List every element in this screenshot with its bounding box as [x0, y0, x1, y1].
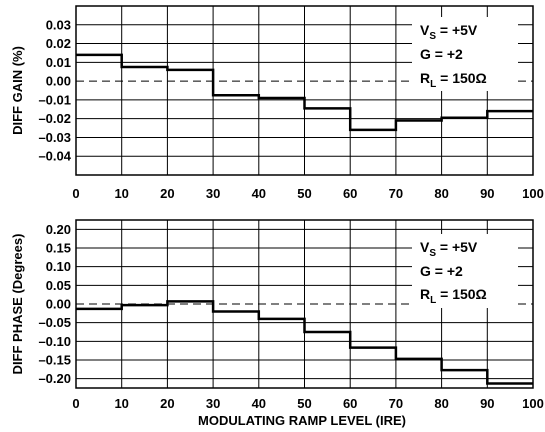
x-tick-label: 50: [297, 186, 311, 201]
step-series-line: [76, 300, 533, 385]
diff-phase-panel: VS = +5V G = +2 RL = 150Ω 0 10 20 30 40 50 60 70 80…: [10, 219, 544, 411]
annotation-label: VS = +5V: [420, 22, 478, 42]
x-tick-label: 40: [252, 396, 266, 411]
x-tick-label: 20: [160, 186, 174, 201]
x-tick-label: 0: [72, 186, 79, 201]
annotation-box: [412, 234, 518, 308]
x-tick-label: 80: [434, 396, 448, 411]
step-series-line: [76, 53, 533, 132]
y-tick-label: –0.03: [38, 130, 71, 145]
y-tick-label: 0.00: [46, 297, 71, 312]
y-axis-title: DIFF GAIN (%): [10, 46, 25, 135]
x-tick-label: 90: [480, 186, 494, 201]
y-tick-label: 0.10: [46, 259, 71, 274]
y-tick-label: 0.05: [46, 278, 71, 293]
y-tick-label: –0.04: [38, 149, 71, 164]
y-tick-label: 0.20: [46, 222, 71, 237]
y-tick-label: 0.02: [46, 36, 71, 51]
x-tick-label: 90: [480, 396, 494, 411]
annotation-label: G = +2: [420, 46, 463, 62]
x-tick-label: 50: [297, 396, 311, 411]
y-tick-label: –0.02: [38, 111, 71, 126]
x-tick-label: 20: [160, 396, 174, 411]
x-tick-label: 100: [522, 186, 544, 201]
y-axis-title: DIFF PHASE (Degrees): [10, 234, 25, 375]
y-tick-label: 0.03: [46, 17, 71, 32]
y-tick-label: –0.10: [38, 334, 71, 349]
x-tick-label: 60: [343, 186, 357, 201]
x-tick-label: 80: [434, 186, 448, 201]
plot-frame: [75, 219, 534, 389]
y-tick-label: –0.20: [38, 371, 71, 386]
y-tick-label: 0.15: [46, 241, 71, 256]
x-tick-label: 10: [114, 186, 128, 201]
annotation-label: VS = +5V: [420, 239, 478, 259]
y-tick-label: –0.01: [38, 92, 71, 107]
x-tick-label: 40: [252, 186, 266, 201]
x-tick-label: 30: [206, 186, 220, 201]
plot-frame: [75, 5, 534, 176]
y-tick-label: –0.15: [38, 353, 71, 368]
x-tick-label: 60: [343, 396, 357, 411]
x-tick-label: 100: [522, 396, 544, 411]
y-tick-label: –0.05: [38, 315, 71, 330]
x-tick-label: 70: [389, 186, 403, 201]
annotation-label: RL = 150Ω: [420, 70, 487, 90]
annotation-label: RL = 150Ω: [420, 286, 487, 306]
x-tick-label: 30: [206, 396, 220, 411]
annotation-label: G = +2: [420, 263, 463, 279]
x-axis-title: MODULATING RAMP LEVEL (IRE): [198, 413, 406, 428]
annotation-box: [412, 17, 518, 91]
x-tick-label: 70: [389, 396, 403, 411]
y-tick-label: 0.01: [46, 55, 71, 70]
diff-gain-panel: VS = +5V G = +2 RL = 150Ω 0 10 20 30 40 50 60 70 80…: [10, 5, 544, 201]
x-tick-label: 0: [72, 396, 79, 411]
y-tick-label: 0.00: [46, 74, 71, 89]
x-tick-label: 10: [114, 396, 128, 411]
